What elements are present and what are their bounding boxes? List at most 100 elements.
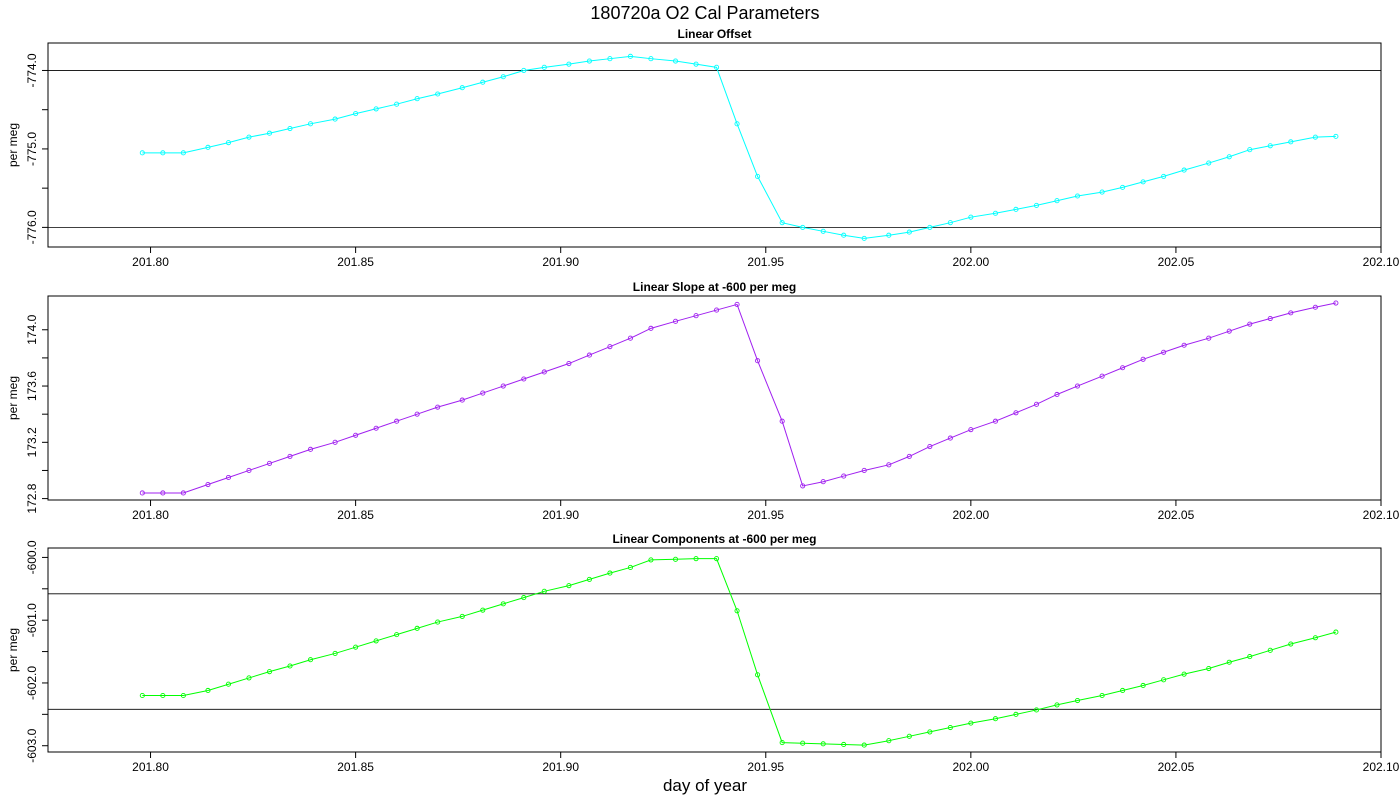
data-point	[1333, 300, 1339, 306]
x-tick-label: 201.90	[542, 255, 579, 269]
data-point	[500, 74, 506, 80]
data-point	[627, 53, 633, 59]
data-point	[394, 418, 400, 424]
data-point	[1013, 206, 1019, 212]
data-point	[800, 224, 806, 230]
data-point	[1140, 179, 1146, 185]
data-point	[992, 716, 999, 722]
data-point	[225, 140, 232, 146]
data-point	[779, 220, 785, 226]
x-tick-label: 201.90	[542, 760, 579, 774]
data-point	[1181, 342, 1187, 348]
x-tick-label: 202.05	[1158, 255, 1195, 269]
data-point	[246, 675, 252, 681]
x-tick-label: 201.95	[747, 760, 784, 774]
data-point	[734, 121, 740, 127]
data-point	[586, 352, 592, 358]
data-point	[566, 583, 572, 589]
data-point	[1013, 410, 1019, 416]
data-point	[480, 607, 486, 613]
data-point	[800, 483, 806, 489]
data-point	[672, 556, 679, 562]
data-point	[841, 473, 847, 479]
data-point	[1074, 697, 1081, 704]
data-point	[1288, 641, 1294, 647]
data-point	[1206, 160, 1212, 166]
data-point	[607, 570, 613, 576]
data-point	[968, 720, 974, 726]
x-tick-label: 201.85	[337, 508, 374, 522]
data-point	[1033, 707, 1040, 713]
data-point	[779, 418, 785, 424]
data-point	[714, 64, 720, 70]
y-tick-label: -775.0	[25, 132, 39, 166]
data-point	[1333, 133, 1339, 139]
data-point	[566, 61, 572, 67]
x-tick-label: 202.10	[1363, 508, 1400, 522]
data-point	[886, 738, 892, 744]
y-tick-label: -602.0	[25, 666, 39, 700]
data-point	[1247, 147, 1253, 153]
y-axis-label: per meg	[6, 376, 20, 420]
series-line	[142, 558, 1337, 746]
x-tick-label: 201.80	[132, 760, 169, 774]
y-axis-label: per meg	[6, 123, 20, 167]
data-point	[861, 467, 867, 474]
data-point	[906, 733, 912, 739]
panel-title: Linear Offset	[677, 27, 751, 41]
data-point	[1099, 692, 1105, 699]
data-point	[1312, 304, 1318, 310]
y-tick-label: 172.8	[25, 483, 39, 513]
chart-panels: Linear Offset 201.80 201.85 201.90 201.95 202…	[6, 27, 1400, 774]
data-point	[246, 134, 252, 140]
data-point	[541, 588, 547, 594]
data-point	[459, 397, 465, 403]
data-point	[820, 228, 826, 234]
data-point	[992, 418, 999, 424]
data-point	[648, 56, 654, 62]
data-point	[734, 608, 740, 614]
data-point	[1054, 391, 1060, 398]
data-point	[927, 443, 933, 450]
data-point	[246, 467, 252, 474]
data-point	[968, 427, 974, 433]
data-point	[992, 210, 999, 216]
data-point	[180, 150, 186, 156]
data-point	[820, 741, 826, 747]
data-point	[755, 358, 761, 364]
data-point	[287, 663, 293, 669]
data-point	[906, 453, 912, 459]
data-point	[1226, 328, 1232, 334]
data-point	[1161, 677, 1167, 683]
data-point	[648, 557, 654, 563]
x-tick-label: 201.80	[132, 255, 169, 269]
data-point	[886, 232, 892, 238]
data-point	[332, 650, 338, 657]
x-tick-label: 202.05	[1158, 508, 1195, 522]
x-tick-label: 202.00	[952, 255, 989, 269]
data-point	[755, 173, 761, 179]
y-tick-label: -774.0	[25, 53, 39, 87]
data-point	[1206, 335, 1212, 341]
data-point	[353, 111, 359, 117]
data-point	[500, 383, 506, 389]
data-point	[414, 411, 420, 417]
data-point	[414, 625, 420, 631]
data-point	[373, 638, 379, 644]
data-point	[1247, 321, 1253, 327]
data-point	[266, 669, 273, 675]
data-point	[841, 232, 847, 238]
x-tick-label: 201.95	[747, 255, 784, 269]
data-point	[1074, 193, 1081, 199]
data-point	[627, 335, 633, 341]
x-tick-label: 202.10	[1363, 760, 1400, 774]
data-point	[693, 313, 699, 319]
data-point	[266, 460, 273, 466]
data-point	[373, 106, 379, 112]
data-point	[353, 644, 359, 650]
data-point	[332, 439, 338, 445]
data-point	[1267, 647, 1273, 653]
data-point	[1226, 154, 1232, 160]
data-point	[307, 657, 314, 663]
